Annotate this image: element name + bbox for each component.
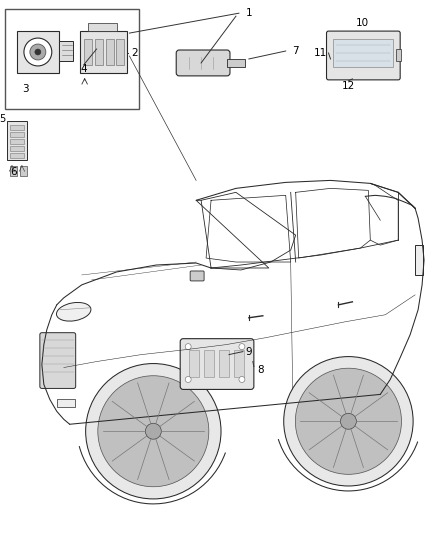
Circle shape [239,376,245,383]
Bar [106,39,113,65]
Circle shape [239,344,245,350]
Text: 9: 9 [246,346,252,357]
Bar [84,39,92,65]
FancyBboxPatch shape [40,333,76,389]
Text: 3: 3 [23,84,29,94]
Bar [88,23,117,31]
Text: 8: 8 [258,365,264,375]
Bar [59,41,73,61]
Bar [117,39,124,65]
FancyBboxPatch shape [180,338,254,390]
Text: 1: 1 [246,8,252,18]
Circle shape [98,376,209,487]
Bar [415,245,423,275]
Circle shape [340,413,357,429]
Circle shape [30,44,46,60]
Bar [333,39,393,67]
Bar [10,125,24,130]
FancyBboxPatch shape [176,50,230,76]
Bar [227,59,245,67]
Text: 7: 7 [292,46,299,56]
Bar [5,9,139,109]
Bar [20,166,27,176]
Circle shape [295,368,402,474]
Text: 11: 11 [314,48,327,58]
Text: 2: 2 [131,48,138,58]
Circle shape [145,423,161,439]
Text: 5: 5 [0,114,5,124]
FancyBboxPatch shape [326,31,400,80]
Text: 12: 12 [342,81,355,91]
Bar [80,31,127,73]
Circle shape [35,49,41,55]
Circle shape [185,344,191,350]
Bar [189,350,199,377]
Circle shape [284,357,413,486]
Bar [10,152,24,158]
Circle shape [86,364,221,499]
Text: 6: 6 [11,167,17,177]
Bar [10,132,24,136]
Ellipse shape [57,302,91,321]
Bar [219,350,229,377]
Text: 4: 4 [80,64,87,74]
Circle shape [24,38,52,66]
Bar [10,146,24,150]
Bar [95,39,102,65]
Text: 10: 10 [356,18,369,28]
Bar [204,350,214,377]
Circle shape [185,376,191,383]
Bar [10,166,17,176]
FancyBboxPatch shape [190,271,204,281]
Bar [17,31,59,73]
Bar [57,399,75,407]
Bar [10,139,24,143]
Bar [234,350,244,377]
Bar [396,49,401,61]
Bar [7,120,27,160]
